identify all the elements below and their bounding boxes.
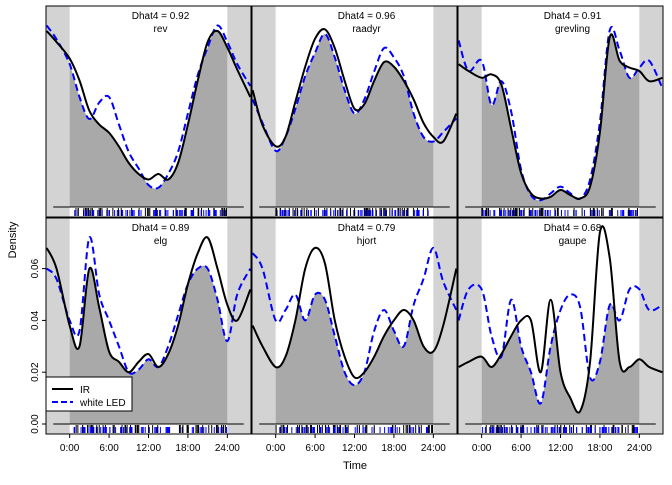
species-label: raadyr	[352, 24, 381, 35]
species-label: elg	[154, 236, 167, 247]
legend-box	[45, 376, 133, 412]
overlap-area	[275, 292, 434, 424]
night-shading	[458, 6, 482, 217]
panel-rev: Dhat4 = 0.92 rev	[45, 5, 252, 218]
legend-ir-label: IR	[80, 385, 90, 396]
night-shading	[639, 218, 663, 434]
series-white-led	[457, 283, 663, 405]
x-tick-label: 0:00	[266, 443, 286, 454]
observation-rug	[482, 425, 639, 433]
y-tick-label: 0.06	[30, 258, 41, 278]
x-tick-label: 6:00	[305, 443, 325, 454]
series-white-led	[45, 24, 252, 190]
night-shading	[46, 6, 70, 217]
panel-raadyr: Dhat4 = 0.96 raadyr	[251, 5, 458, 218]
series-ir	[458, 225, 663, 414]
observation-rug	[275, 425, 433, 433]
series-white-led	[457, 26, 664, 202]
species-label: hjort	[357, 236, 377, 247]
y-tick-label: 0.00	[30, 414, 41, 434]
x-tick-label: 12:00	[548, 443, 573, 454]
series-ir	[45, 236, 252, 374]
panel-border	[251, 5, 458, 218]
x-tick-label: 24:00	[421, 443, 446, 454]
night-shading	[639, 6, 663, 217]
observation-rug	[275, 208, 429, 216]
night-shading	[458, 218, 482, 434]
x-tick-label: 0:00	[472, 443, 492, 454]
panel-grevling: Dhat4 = 0.91 grevling	[457, 5, 664, 218]
night-shading	[252, 218, 276, 434]
dhat-label: Dhat4 = 0.79	[338, 223, 396, 234]
observation-rug	[73, 425, 228, 433]
x-tick-label: 24:00	[627, 443, 652, 454]
series-ir	[251, 246, 458, 380]
dhat-label: Dhat4 = 0.89	[132, 223, 190, 234]
overlap-area	[275, 34, 434, 207]
night-shading	[227, 218, 251, 434]
dhat-label: Dhat4 = 0.68	[544, 223, 602, 234]
night-shading	[252, 6, 276, 217]
legend-led-label: white LED	[79, 398, 126, 409]
x-axis-title: Time	[343, 460, 367, 472]
y-tick-label: 0.02	[30, 362, 41, 382]
x-tick-label: 18:00	[381, 443, 406, 454]
x-tick-label: 18:00	[175, 443, 200, 454]
legend: IR white LED	[45, 376, 133, 412]
x-tick-label: 18:00	[587, 443, 612, 454]
species-label: gaupe	[559, 236, 587, 247]
x-tick-label: 0:00	[60, 443, 80, 454]
night-shading	[433, 6, 457, 217]
species-label: grevling	[555, 24, 590, 35]
observation-rug	[74, 208, 228, 216]
y-axis-title: Density	[7, 221, 19, 258]
species-label: rev	[154, 24, 168, 35]
series-white-led	[45, 236, 252, 375]
dhat-label: Dhat4 = 0.92	[132, 11, 190, 22]
series-ir	[458, 33, 663, 200]
series-white-led	[251, 246, 458, 387]
x-tick-label: 6:00	[99, 443, 119, 454]
observation-rug	[481, 208, 638, 216]
dhat-label: Dhat4 = 0.96	[338, 11, 396, 22]
x-tick-label: 12:00	[342, 443, 367, 454]
overlap-area	[69, 30, 228, 208]
panel-border	[457, 5, 664, 218]
series-ir	[45, 29, 252, 181]
panel-gaupe: Dhat4 = 0.68 gaupe	[457, 217, 664, 435]
dhat-label: Dhat4 = 0.91	[544, 11, 602, 22]
panel-border	[45, 5, 252, 218]
y-tick-label: 0.04	[30, 310, 41, 330]
night-shading	[227, 6, 251, 217]
x-tick-label: 12:00	[136, 443, 161, 454]
series-ir	[251, 28, 458, 148]
overlap-area	[481, 303, 640, 424]
x-tick-label: 24:00	[215, 443, 240, 454]
overlap-area	[481, 34, 640, 207]
panel-hjort: Dhat4 = 0.79 hjort	[251, 217, 458, 435]
night-shading	[433, 218, 457, 434]
x-tick-label: 6:00	[511, 443, 531, 454]
